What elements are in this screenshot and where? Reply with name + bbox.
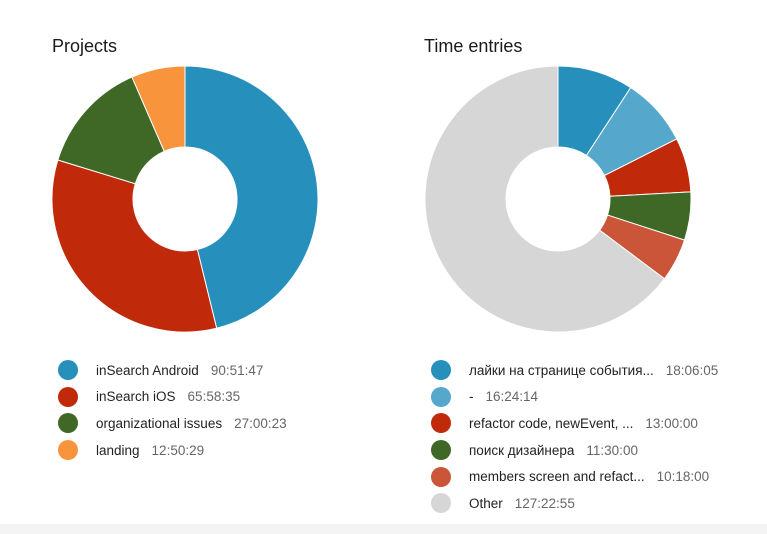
legend-duration: 13:00:00: [645, 415, 698, 431]
legend-item[interactable]: inSearch iOS 65:58:35: [58, 384, 287, 411]
legend-label: поиск дизайнера: [469, 442, 575, 458]
bottom-strip: [0, 524, 767, 534]
legend-swatch: [58, 360, 78, 381]
legend-swatch: [58, 386, 78, 407]
legend-swatch: [431, 440, 451, 461]
legend-item[interactable]: organizational issues 27:00:23: [58, 410, 287, 437]
slice-other[interactable]: [424, 65, 666, 333]
legend-label: лайки на странице события...: [469, 362, 654, 378]
legend-swatch: [431, 493, 451, 514]
legend-label: members screen and refact...: [469, 469, 645, 485]
legend-item[interactable]: landing 12:50:29: [58, 437, 287, 464]
legend-label: Other: [469, 495, 503, 511]
legend-swatch: [431, 360, 451, 381]
legend-item[interactable]: members screen and refact... 10:18:00: [431, 463, 718, 490]
projects-donut-chart: [51, 65, 319, 333]
legend-swatch: [58, 413, 78, 434]
legend-label: landing: [96, 442, 140, 458]
slice-insearch-ios[interactable]: [51, 159, 218, 333]
legend-swatch: [58, 440, 78, 461]
legend-label: inSearch iOS: [96, 389, 176, 405]
legend-duration: 12:50:29: [151, 442, 205, 458]
time-entries-legend: лайки на странице события... 18:06:05 -16:…: [431, 357, 718, 517]
legend-duration: 90:51:47: [210, 362, 264, 378]
legend-item[interactable]: refactor code, newEvent, ... 13:00:00: [431, 410, 718, 437]
time-entries-panel: Time entries лайки на странице события..…: [383, 0, 767, 534]
legend-item[interactable]: поиск дизайнера 11:30:00: [431, 437, 718, 464]
legend-duration: 16:24:14: [485, 389, 539, 405]
legend-item[interactable]: Other 127:22:55: [431, 490, 718, 517]
legend-duration: 18:06:05: [665, 362, 719, 378]
legend-duration: 11:30:00: [586, 442, 638, 458]
legend-swatch: [431, 413, 451, 434]
legend-label: organizational issues: [96, 415, 223, 431]
time-entries-donut-chart: [424, 65, 692, 333]
legend-label: inSearch Android: [96, 362, 199, 378]
legend-label: -: [469, 389, 474, 405]
projects-legend: inSearch Android 90:51:47 inSearch iOS 65:5…: [58, 357, 287, 463]
legend-duration: 65:58:35: [187, 389, 241, 405]
legend-label: refactor code, newEvent, ...: [469, 415, 634, 431]
legend-item[interactable]: -16:24:14: [431, 384, 718, 411]
legend-duration: 127:22:55: [514, 495, 575, 511]
legend-duration: 27:00:23: [234, 415, 287, 431]
legend-swatch: [431, 466, 451, 487]
slice-landing[interactable]: [131, 65, 186, 152]
projects-chart-title: Projects: [52, 36, 118, 56]
slice-insearch-android[interactable]: [184, 65, 319, 329]
legend-duration: 10:18:00: [656, 469, 710, 485]
projects-panel: Projects inSearch Android 90:51:47 inSearc…: [0, 0, 383, 534]
legend-item[interactable]: inSearch Android 90:51:47: [58, 357, 287, 384]
legend-item[interactable]: лайки на странице события... 18:06:05: [431, 357, 718, 384]
time-entries-chart-title: Time entries: [424, 36, 523, 56]
legend-swatch: [431, 386, 451, 407]
